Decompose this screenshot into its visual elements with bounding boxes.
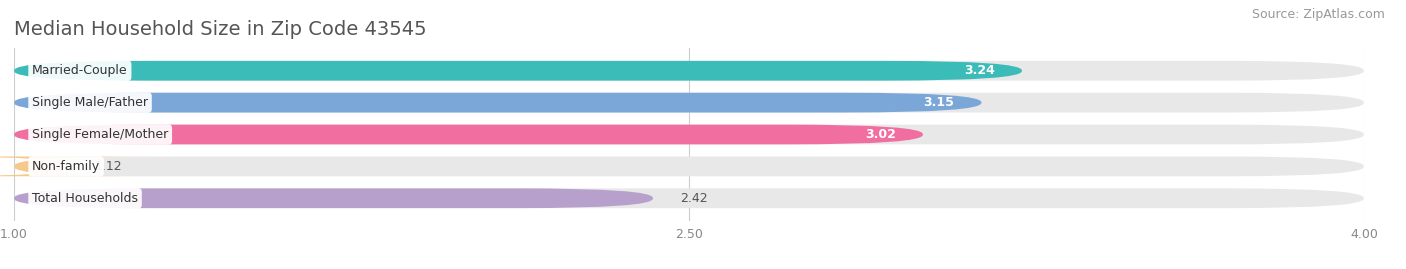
FancyBboxPatch shape [14,93,981,112]
FancyBboxPatch shape [14,61,1364,81]
Text: Median Household Size in Zip Code 43545: Median Household Size in Zip Code 43545 [14,20,426,38]
Text: Non-family: Non-family [32,160,100,173]
Text: 3.24: 3.24 [965,64,995,77]
Text: Source: ZipAtlas.com: Source: ZipAtlas.com [1251,8,1385,21]
Text: Single Male/Father: Single Male/Father [32,96,148,109]
FancyBboxPatch shape [14,188,652,208]
Text: 1.12: 1.12 [96,160,122,173]
Text: 3.15: 3.15 [924,96,955,109]
FancyBboxPatch shape [14,188,1364,208]
Text: 3.02: 3.02 [865,128,896,141]
FancyBboxPatch shape [0,157,149,176]
Text: 2.42: 2.42 [681,192,707,205]
FancyBboxPatch shape [14,125,1364,144]
Text: Married-Couple: Married-Couple [32,64,128,77]
FancyBboxPatch shape [14,61,1022,81]
FancyBboxPatch shape [14,157,1364,176]
Text: Single Female/Mother: Single Female/Mother [32,128,169,141]
Text: Total Households: Total Households [32,192,138,205]
FancyBboxPatch shape [14,93,1364,112]
FancyBboxPatch shape [14,125,922,144]
